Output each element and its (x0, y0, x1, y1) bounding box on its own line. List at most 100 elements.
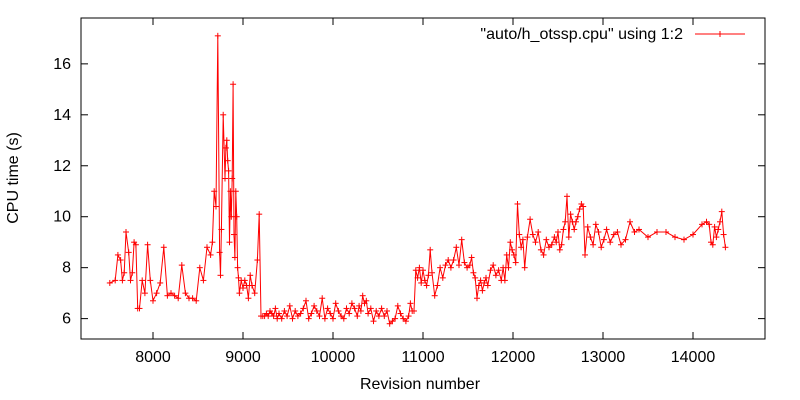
data-point (125, 249, 132, 256)
data-point (311, 302, 318, 309)
data-point (153, 290, 160, 297)
data-point (503, 251, 510, 258)
data-point (245, 295, 252, 302)
data-point (303, 297, 309, 304)
data-point (160, 244, 167, 251)
data-point (468, 254, 475, 261)
data-point (414, 274, 421, 281)
y-tick-label: 16 (53, 56, 71, 73)
data-point (492, 272, 499, 279)
x-tick-label: 14000 (671, 349, 716, 366)
data-point (580, 203, 587, 210)
data-point (207, 251, 214, 258)
data-point (466, 262, 473, 269)
data-point (564, 193, 570, 200)
data-point (222, 144, 229, 151)
data-point (535, 229, 542, 235)
data-point (225, 167, 232, 174)
data-point (235, 274, 242, 281)
data-point (518, 244, 525, 251)
data-point (598, 244, 605, 251)
data-point (600, 236, 607, 243)
data-point (340, 315, 347, 322)
data-point (363, 297, 370, 304)
data-point (308, 310, 315, 317)
data-point (461, 259, 468, 266)
data-point (386, 320, 393, 327)
data-point (447, 264, 454, 271)
data-point (477, 277, 484, 284)
data-point (121, 269, 128, 276)
data-point (241, 277, 248, 284)
data-point (603, 226, 610, 233)
data-point (690, 231, 696, 238)
data-point (297, 310, 304, 317)
data-point (576, 206, 583, 213)
data-point (706, 221, 713, 228)
data-point (141, 290, 148, 297)
data-point (236, 290, 243, 297)
data-point (592, 221, 599, 228)
data-point (346, 310, 353, 317)
data-point (321, 315, 328, 322)
data-point (475, 282, 482, 289)
x-tick-labels: 8000 9000 10000 11000 12000 13000 14000 (135, 349, 715, 366)
data-point (400, 315, 407, 322)
data-point (434, 282, 441, 289)
y-tick-label: 8 (62, 260, 71, 277)
data-point (501, 277, 508, 284)
series-layer (106, 32, 729, 327)
data-point (500, 264, 507, 271)
data-point (251, 290, 258, 297)
axis-ticks (81, 18, 765, 339)
data-point (286, 302, 293, 309)
data-point (230, 81, 237, 88)
data-point (540, 251, 547, 258)
data-point (164, 292, 171, 299)
data-point (365, 310, 372, 317)
data-point (610, 231, 617, 238)
data-point (407, 300, 414, 307)
data-point (357, 307, 364, 314)
y-tick-label: 14 (53, 107, 71, 124)
data-point (147, 277, 154, 284)
data-point (645, 234, 651, 241)
data-point (127, 277, 134, 284)
data-point (556, 246, 563, 253)
data-point (527, 216, 534, 223)
data-point (313, 307, 320, 314)
data-point (703, 218, 710, 225)
data-point (532, 239, 539, 246)
data-point (240, 285, 246, 292)
data-point (495, 267, 502, 274)
data-point (543, 236, 550, 243)
data-point (144, 241, 151, 248)
data-point (168, 290, 174, 297)
data-point (590, 241, 597, 248)
data-point (699, 221, 705, 228)
data-point (481, 279, 488, 286)
data-point (711, 223, 718, 230)
data-point (265, 313, 272, 320)
data-point (112, 277, 119, 284)
data-point (229, 175, 236, 182)
x-tick-label: 8000 (135, 349, 171, 366)
data-point (223, 137, 230, 144)
plot-frame (80, 17, 766, 340)
x-tick-label: 11000 (401, 349, 444, 366)
legend: "auto/h_otssp.cpu" using 1:2 (480, 26, 745, 43)
data-point (405, 313, 412, 320)
data-point (256, 211, 263, 218)
data-point (450, 257, 457, 264)
data-point (392, 315, 399, 322)
data-point (582, 251, 588, 258)
data-point (394, 302, 401, 309)
data-point (521, 264, 528, 271)
data-point (330, 315, 336, 322)
data-point (319, 295, 326, 302)
data-point (416, 264, 423, 271)
data-point (558, 241, 565, 248)
data-point (418, 279, 425, 286)
data-point (324, 305, 331, 312)
data-point (335, 307, 342, 314)
